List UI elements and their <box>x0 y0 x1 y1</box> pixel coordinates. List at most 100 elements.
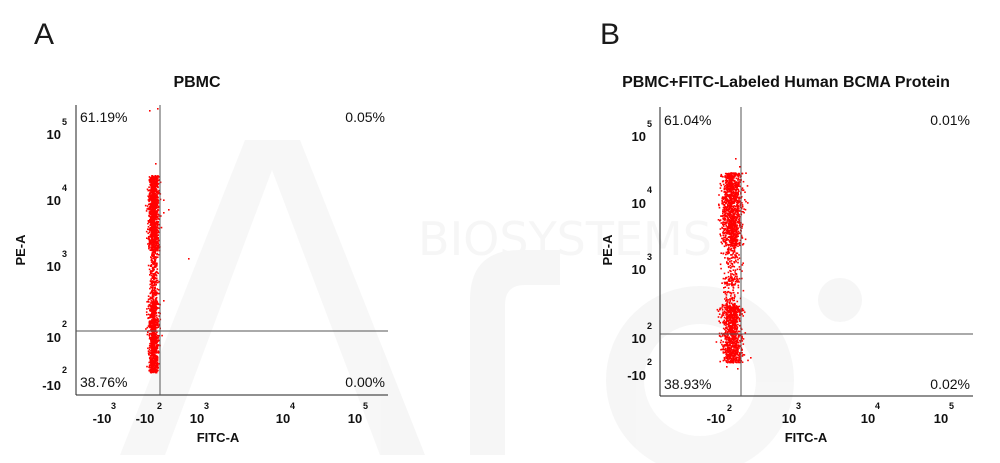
event-point <box>157 318 159 321</box>
event-point <box>731 231 733 233</box>
event-point <box>151 344 153 346</box>
event-point <box>725 239 727 241</box>
event-point <box>155 356 157 358</box>
event-point <box>739 204 742 207</box>
event-point <box>147 301 150 303</box>
event-point <box>730 345 732 348</box>
event-point <box>155 279 158 282</box>
event-point <box>148 337 151 340</box>
event-point <box>158 281 160 283</box>
event-point <box>154 182 157 184</box>
event-point <box>743 354 746 356</box>
event-point <box>151 326 153 329</box>
event-point <box>730 188 733 190</box>
event-point <box>154 365 156 368</box>
event-point <box>738 174 741 176</box>
event-point <box>150 316 153 318</box>
event-point <box>728 314 731 317</box>
event-point <box>157 337 159 339</box>
event-point <box>147 295 150 297</box>
event-point <box>154 294 156 296</box>
event-point <box>153 257 155 259</box>
event-point <box>731 337 734 340</box>
event-point <box>153 287 156 289</box>
event-point <box>732 200 735 203</box>
event-point <box>158 247 161 249</box>
event-point <box>156 351 158 354</box>
event-point <box>730 260 733 262</box>
event-point <box>725 347 727 350</box>
event-point <box>725 296 728 299</box>
event-point <box>731 283 733 286</box>
event-point <box>729 276 732 279</box>
event-point <box>722 359 725 362</box>
event-point <box>154 225 156 228</box>
event-point <box>156 363 159 365</box>
event-point <box>724 194 726 196</box>
event-point <box>156 232 158 235</box>
event-point <box>153 308 155 310</box>
event-point <box>151 301 153 303</box>
event-point <box>150 241 153 244</box>
event-point <box>727 346 729 349</box>
event-point <box>727 214 729 217</box>
event-point <box>151 226 153 228</box>
event-point <box>148 242 151 244</box>
event-point <box>733 247 736 249</box>
event-point <box>154 334 157 337</box>
event-point <box>736 203 739 205</box>
event-point <box>723 344 726 347</box>
event-point <box>729 344 731 346</box>
event-point <box>737 310 740 313</box>
event-point <box>147 220 150 222</box>
event-point <box>734 254 736 256</box>
event-point <box>737 309 740 311</box>
event-point <box>737 222 740 224</box>
event-point <box>153 214 156 217</box>
event-point <box>726 221 728 223</box>
event-point <box>725 202 728 204</box>
event-point <box>147 232 149 235</box>
event-point <box>734 342 736 345</box>
event-point <box>725 308 728 311</box>
event-point <box>155 299 158 301</box>
event-point <box>148 247 150 250</box>
event-point <box>733 261 735 263</box>
event-point <box>734 271 736 273</box>
event-point <box>153 325 156 328</box>
event-point <box>727 218 729 220</box>
event-point <box>736 238 738 241</box>
event-point <box>147 189 150 192</box>
event-point <box>728 283 730 285</box>
event-point <box>738 281 740 283</box>
event-point <box>148 215 151 218</box>
event-point <box>734 269 737 271</box>
event-point <box>735 254 737 256</box>
x-tick-label: 10 <box>348 411 362 426</box>
event-point <box>736 346 738 349</box>
x-tick-label: -10 <box>707 411 726 426</box>
event-point <box>155 194 158 197</box>
event-point <box>738 221 740 223</box>
event-point <box>151 260 154 262</box>
event-point <box>736 307 738 310</box>
event-point <box>721 226 723 229</box>
event-point <box>155 338 158 340</box>
event-point <box>724 172 727 175</box>
event-point <box>724 222 727 225</box>
event-point <box>733 233 736 235</box>
event-point <box>154 290 156 293</box>
event-point <box>156 196 159 199</box>
event-point <box>734 304 736 306</box>
event-point <box>728 321 730 324</box>
event-point <box>156 324 159 326</box>
event-point <box>735 228 738 230</box>
event-point <box>719 228 722 230</box>
event-point <box>154 360 157 362</box>
y-tick-exponent: 5 <box>62 117 67 127</box>
event-point <box>731 276 733 278</box>
y-tick-exponent: 5 <box>647 119 652 129</box>
event-point <box>731 281 733 284</box>
event-point <box>741 348 743 351</box>
event-point <box>723 334 726 337</box>
